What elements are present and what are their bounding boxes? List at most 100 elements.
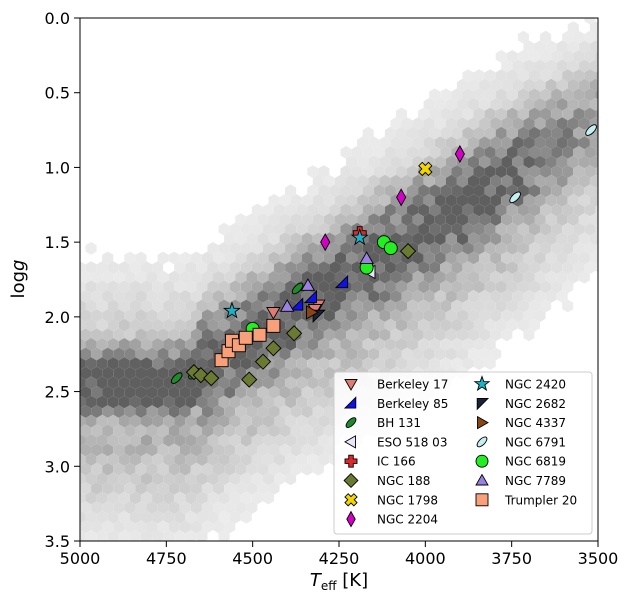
density-hex xyxy=(196,395,208,409)
density-hex xyxy=(290,462,302,476)
density-hex xyxy=(102,270,114,284)
density-hex xyxy=(257,270,269,284)
density-hex xyxy=(506,165,518,178)
density-hex xyxy=(129,434,141,447)
density-hex xyxy=(501,309,513,322)
density-hex xyxy=(456,232,468,246)
density-hex xyxy=(301,366,313,380)
density-hex xyxy=(562,107,574,121)
density-hex xyxy=(445,194,457,207)
density-hex xyxy=(334,328,347,342)
density-hex xyxy=(401,309,413,322)
density-hex xyxy=(85,280,97,294)
density-hex xyxy=(201,462,214,476)
density-hex xyxy=(251,434,263,447)
density-hex xyxy=(407,357,419,370)
density-hex xyxy=(118,510,130,524)
density-hex xyxy=(534,78,546,92)
density-hex xyxy=(484,280,496,294)
density-hex xyxy=(495,69,507,82)
density-hex xyxy=(268,270,280,284)
density-hex xyxy=(556,98,568,111)
density-hex xyxy=(379,251,391,265)
density-hex xyxy=(512,136,524,150)
density-hex xyxy=(113,520,125,534)
density-hex xyxy=(495,146,507,159)
density-hex xyxy=(224,443,236,457)
density-hex xyxy=(445,328,457,342)
density-hex xyxy=(562,88,574,102)
density-hex xyxy=(357,328,369,342)
density-hex xyxy=(124,424,136,438)
density-hex xyxy=(251,222,263,236)
density-hex xyxy=(124,520,136,534)
density-hex xyxy=(373,184,385,198)
density-hex xyxy=(462,338,474,351)
density-hex xyxy=(362,203,374,217)
density-hex xyxy=(80,501,92,514)
density-hex xyxy=(224,405,236,418)
density-hex xyxy=(467,98,480,111)
density-hex xyxy=(512,251,524,265)
density-hex xyxy=(102,520,114,534)
density-hex xyxy=(196,357,208,370)
density-hex xyxy=(495,184,507,198)
density-hex xyxy=(484,261,496,274)
density-hex xyxy=(456,194,468,207)
density-hex xyxy=(301,462,313,476)
density-hex xyxy=(207,280,219,294)
density-hex xyxy=(323,290,335,303)
density-hex xyxy=(445,136,457,150)
density-hex xyxy=(418,318,430,332)
density-hex xyxy=(91,424,103,438)
density-hex xyxy=(589,174,598,188)
density-hex xyxy=(224,424,236,438)
density-hex xyxy=(285,453,297,466)
density-hex xyxy=(528,146,541,159)
density-hex xyxy=(285,222,297,236)
density-hex xyxy=(262,472,274,486)
density-hex xyxy=(307,338,319,351)
density-hex xyxy=(440,184,452,198)
density-hex xyxy=(218,376,230,390)
density-hex xyxy=(423,251,435,265)
density-hex xyxy=(401,270,413,284)
density-hex xyxy=(102,290,114,303)
density-hex xyxy=(124,251,136,265)
density-hex xyxy=(190,424,202,438)
density-hex xyxy=(479,251,491,265)
density-hex xyxy=(168,386,180,399)
density-hex xyxy=(190,501,202,514)
legend-marker-ngc-1798-shape xyxy=(344,493,358,507)
density-hex xyxy=(390,347,402,361)
density-hex xyxy=(401,174,413,188)
density-hex xyxy=(312,405,324,418)
density-hex xyxy=(307,453,319,466)
density-hex xyxy=(235,290,247,303)
density-hex xyxy=(368,136,380,150)
density-hex xyxy=(490,117,502,130)
density-hex xyxy=(168,251,180,265)
density-hex xyxy=(262,414,274,428)
density-hex xyxy=(329,338,341,351)
x-tick-label: 4500 xyxy=(232,549,273,568)
density-hex xyxy=(423,232,435,246)
density-hex xyxy=(218,472,230,486)
density-hex xyxy=(545,290,557,303)
density-hex xyxy=(528,184,541,198)
density-hex xyxy=(462,69,474,82)
density-hex xyxy=(506,318,518,332)
density-hex xyxy=(362,357,374,370)
density-hex xyxy=(163,299,175,313)
density-hex xyxy=(340,146,352,159)
density-hex xyxy=(296,376,308,390)
density-hex xyxy=(201,405,214,418)
density-hex xyxy=(473,242,485,255)
density-hex xyxy=(523,174,535,188)
density-hex xyxy=(401,155,413,169)
density-hex xyxy=(213,482,225,495)
density-hex xyxy=(340,222,352,236)
density-hex xyxy=(578,251,590,265)
density-hex xyxy=(91,520,103,534)
density-hex xyxy=(213,309,225,322)
